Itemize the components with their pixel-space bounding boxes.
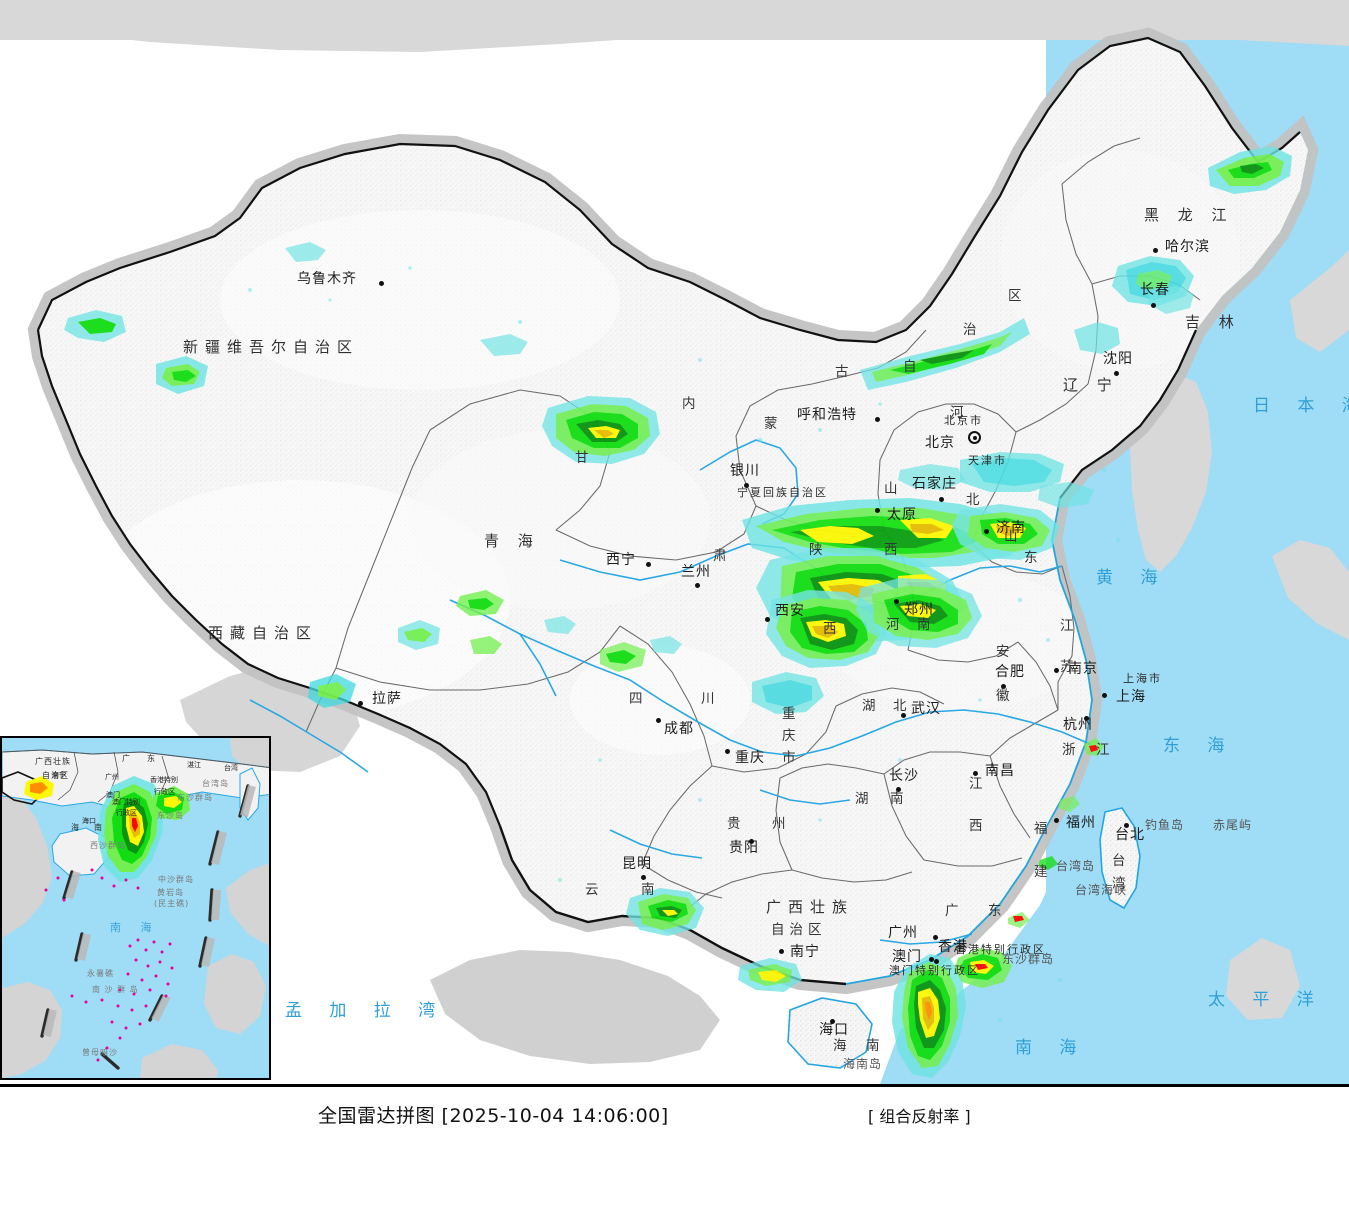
city-dot	[901, 713, 906, 718]
legend-title: 全国雷达拼图 [2025-10-04 14:06:00]	[318, 1105, 669, 1127]
city-dot	[875, 417, 880, 422]
south-china-sea-inset[interactable]: 广西壮族 自治区广东海南 南宁 广州 澳门 海口 湛江 台湾 台湾岛 香港特别 行政区 澳门特别 行政…	[0, 736, 271, 1080]
city-dot	[725, 749, 730, 754]
city-dot	[896, 787, 901, 792]
city-dot	[379, 281, 384, 286]
city-dot	[939, 497, 944, 502]
city-dot	[1102, 693, 1107, 698]
inset-graphics	[2, 738, 269, 1078]
city-dot	[656, 718, 661, 723]
city-dot	[779, 949, 784, 954]
city-dot	[1084, 716, 1089, 721]
city-dot	[830, 1019, 835, 1024]
legend-product-label: [ 组合反射率 ]	[868, 1107, 971, 1126]
city-dot	[1124, 823, 1129, 828]
city-dot	[1054, 668, 1059, 673]
legend-panel: 全国雷达拼图 [2025-10-04 14:06:00] [ 组合反射率 ] d…	[0, 1084, 1349, 1208]
city-dot	[1114, 371, 1119, 376]
city-dot	[984, 529, 989, 534]
city-dot	[894, 599, 899, 604]
city-dot	[875, 508, 880, 513]
map-canvas[interactable]: 新疆维吾尔自治区 西藏自治区青 海甘肃内蒙古自治区黑 龙 江吉 林辽 宁河北山西陕…	[0, 0, 1349, 1084]
city-dot	[1054, 818, 1059, 823]
city-dot	[641, 875, 646, 880]
city-dot	[358, 701, 363, 706]
city-dot	[1151, 303, 1156, 308]
city-dot	[934, 959, 939, 964]
city-dot	[1153, 248, 1158, 253]
map-graphics	[0, 0, 1349, 1084]
city-dot	[765, 617, 770, 622]
city-dot	[1001, 684, 1006, 689]
city-dot	[646, 562, 651, 567]
city-dot	[749, 839, 754, 844]
city-dot	[695, 583, 700, 588]
city-dot	[973, 771, 978, 776]
city-dot	[929, 957, 934, 962]
city-dot	[933, 935, 938, 940]
capital-marker-beijing	[968, 431, 981, 444]
city-dot	[744, 483, 749, 488]
